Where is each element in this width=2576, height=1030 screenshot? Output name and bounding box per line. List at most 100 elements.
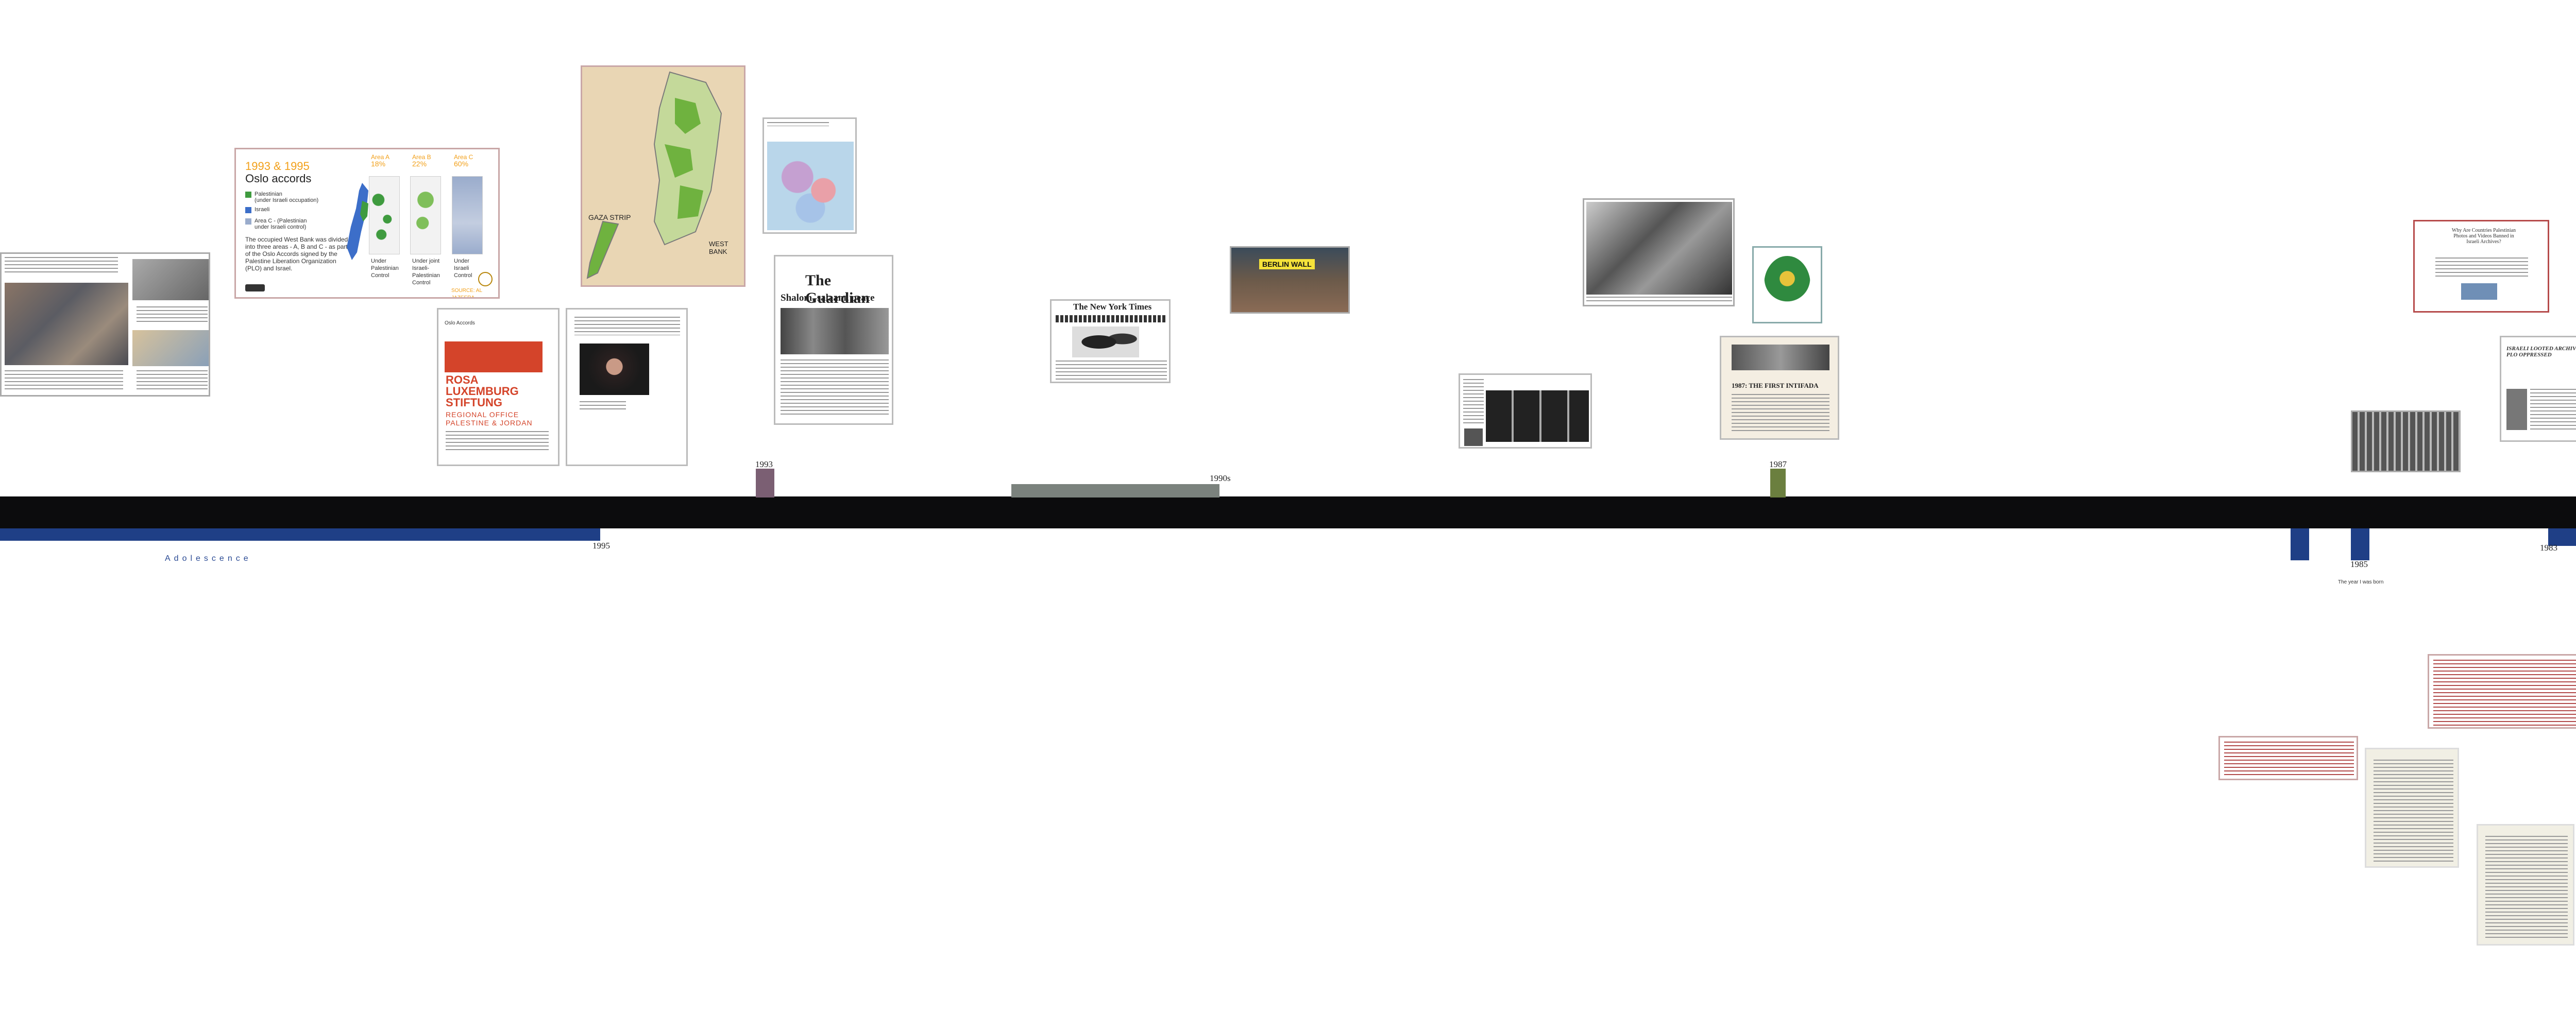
red-text-letter[interactable] xyxy=(2428,654,2576,729)
palestine-map[interactable]: GAZA STRIP WEST BANK xyxy=(581,65,745,287)
rosa-red-banner xyxy=(445,341,543,372)
oslo-title: Oslo accords xyxy=(245,172,312,185)
map-title xyxy=(767,122,829,126)
news-collage-card[interactable] xyxy=(0,252,210,397)
europe-map-image xyxy=(767,142,854,230)
oslo-description: The occupied West Bank was divided into … xyxy=(245,236,348,272)
berlin-wall-photo[interactable]: BERLIN WALL xyxy=(1230,246,1350,314)
al-jazeera-logo-icon xyxy=(478,272,493,286)
banned-photos-article[interactable]: Why Are Countries Palestinian Photos and… xyxy=(2413,220,2549,313)
emblem-icon xyxy=(1764,256,1810,313)
legend-palestinian: Palestinian xyxy=(255,191,282,197)
side-text xyxy=(1463,379,1484,425)
emblem-card[interactable] xyxy=(1752,246,1822,323)
gaza-strip-label: GAZA STRIP xyxy=(588,213,631,221)
area-c-name: Area C xyxy=(454,153,473,161)
archive-photos-card[interactable] xyxy=(1459,373,1592,449)
rosa-header: Oslo Accords xyxy=(445,320,475,326)
legend-israeli-swatch xyxy=(245,207,251,213)
guardian-body-text xyxy=(781,359,889,416)
adolescence-span-bar[interactable] xyxy=(0,528,600,541)
archive-photo-strip xyxy=(1486,390,1589,442)
body-text-2 xyxy=(137,370,208,391)
marker-1993[interactable] xyxy=(756,469,774,497)
area-b-name: Area B xyxy=(412,153,431,161)
marker-1987[interactable] xyxy=(1770,469,1786,497)
legend-areac-note: under Israeli control) xyxy=(255,224,307,230)
berlin-wall-sign: BERLIN WALL xyxy=(1259,259,1315,269)
the-guardian-front-page[interactable]: The Guardian Shalom, salaam, peace xyxy=(774,255,893,425)
looted-archives-article[interactable]: ISRAELI LOOTED ARCHIVES: PLO OPPRESSED xyxy=(2500,336,2576,442)
legend-areac: Area C - (Palestinian xyxy=(255,218,307,224)
rosa-body-text xyxy=(446,431,549,452)
archives-headline: ISRAELI LOOTED ARCHIVES: PLO OPPRESSED xyxy=(2506,346,2576,358)
legend-palestinian-note: (under Israeli occupation) xyxy=(255,197,319,203)
nyt-body-text xyxy=(1056,360,1167,381)
span-1990s[interactable] xyxy=(1011,484,1219,497)
quoted-text-lines xyxy=(2224,742,2354,776)
area-b-pct: 22% xyxy=(412,160,427,168)
protest-caption xyxy=(1586,297,1732,304)
area-c-pct: 60% xyxy=(454,160,469,168)
rosa-sub-line-1: REGIONAL OFFICE xyxy=(446,410,519,419)
red-text-lines xyxy=(2433,660,2576,726)
europe-map[interactable] xyxy=(762,117,857,234)
adolescence-label: Adolescence xyxy=(165,554,252,563)
rosa-logo-line-2: LUXEMBURG xyxy=(446,385,519,398)
archives-body xyxy=(2530,389,2576,430)
year-label-1990s: 1990s xyxy=(1210,473,1231,483)
year-label-1993: 1993 xyxy=(755,459,773,469)
oslo-accords-infographic[interactable]: 1993 & 1995 Oslo accords Palestinian (un… xyxy=(234,148,500,299)
marker-1983[interactable] xyxy=(2548,528,2576,546)
article-headline: Why Are Countries Palestinian Photos and… xyxy=(2451,228,2516,245)
intifada-headline: 1987: THE FIRST INTIFADA xyxy=(1732,382,1819,389)
area-c-label: Under Israeli Control xyxy=(454,258,472,279)
map-territories xyxy=(586,71,722,279)
portrait-photo xyxy=(132,330,209,366)
area-b-map xyxy=(410,176,441,254)
archive-thumb xyxy=(1464,428,1483,446)
area-a-map xyxy=(369,176,400,254)
marker-1985[interactable] xyxy=(2351,528,2369,560)
west-bank-label: WEST BANK xyxy=(709,240,728,255)
palestine-outline-map xyxy=(347,183,368,260)
guardian-masthead: The Guardian xyxy=(805,272,870,306)
legend-israeli: Israeli xyxy=(255,207,270,213)
rosa-sub-line-2: PALESTINE & JORDAN xyxy=(446,419,533,427)
video-article-card[interactable] xyxy=(566,308,688,466)
letter-document-2[interactable] xyxy=(2477,824,2574,946)
article-body-text xyxy=(580,401,626,409)
marker-1986[interactable] xyxy=(2291,528,2309,560)
letter-document-1[interactable] xyxy=(2365,748,2459,868)
crowd-photo xyxy=(5,283,128,365)
intifada-body-text xyxy=(1732,394,1829,433)
rosa-logo-line-3: STIFTUNG xyxy=(446,396,502,409)
body-text xyxy=(5,370,123,391)
first-intifada-article[interactable]: 1987: THE FIRST INTIFADA xyxy=(1720,336,1839,440)
article-intro-text xyxy=(574,317,680,335)
article-right-body xyxy=(2435,258,2528,278)
year-label-1995: 1995 xyxy=(592,541,610,551)
oslo-years: 1993 & 1995 xyxy=(245,160,310,173)
protest-photo[interactable] xyxy=(1583,198,1735,306)
note-born: The year I was born xyxy=(2338,579,2384,585)
nyt-map-photo xyxy=(1072,327,1139,357)
quoted-text-note[interactable] xyxy=(2218,736,2358,780)
year-label-1985: 1985 xyxy=(2350,559,2368,569)
letter-2-lines xyxy=(2485,836,2568,939)
caption-text xyxy=(5,257,118,272)
street-photo xyxy=(132,259,209,300)
rosa-luxemburg-document[interactable]: Oslo Accords ROSA LUXEMBURG STIFTUNG REG… xyxy=(437,308,560,466)
archive-shelves-photo[interactable] xyxy=(2351,410,2461,472)
archives-image xyxy=(2506,389,2527,430)
legend-palestinian-swatch xyxy=(245,192,251,198)
article-right-image xyxy=(2461,283,2497,300)
cc-license-icon xyxy=(245,284,265,291)
oslo-source: SOURCE: AL JAZEERA xyxy=(451,288,482,299)
area-c-map xyxy=(452,176,483,254)
guardian-headline: Shalom, salaam, peace xyxy=(781,293,875,303)
new-york-times-front-page[interactable]: The New York Times xyxy=(1050,299,1171,383)
area-a-name: Area A xyxy=(371,153,390,161)
area-b-label: Under joint Israeli-Palestinian Control xyxy=(412,258,440,286)
nyt-headline-bar xyxy=(1056,315,1167,322)
